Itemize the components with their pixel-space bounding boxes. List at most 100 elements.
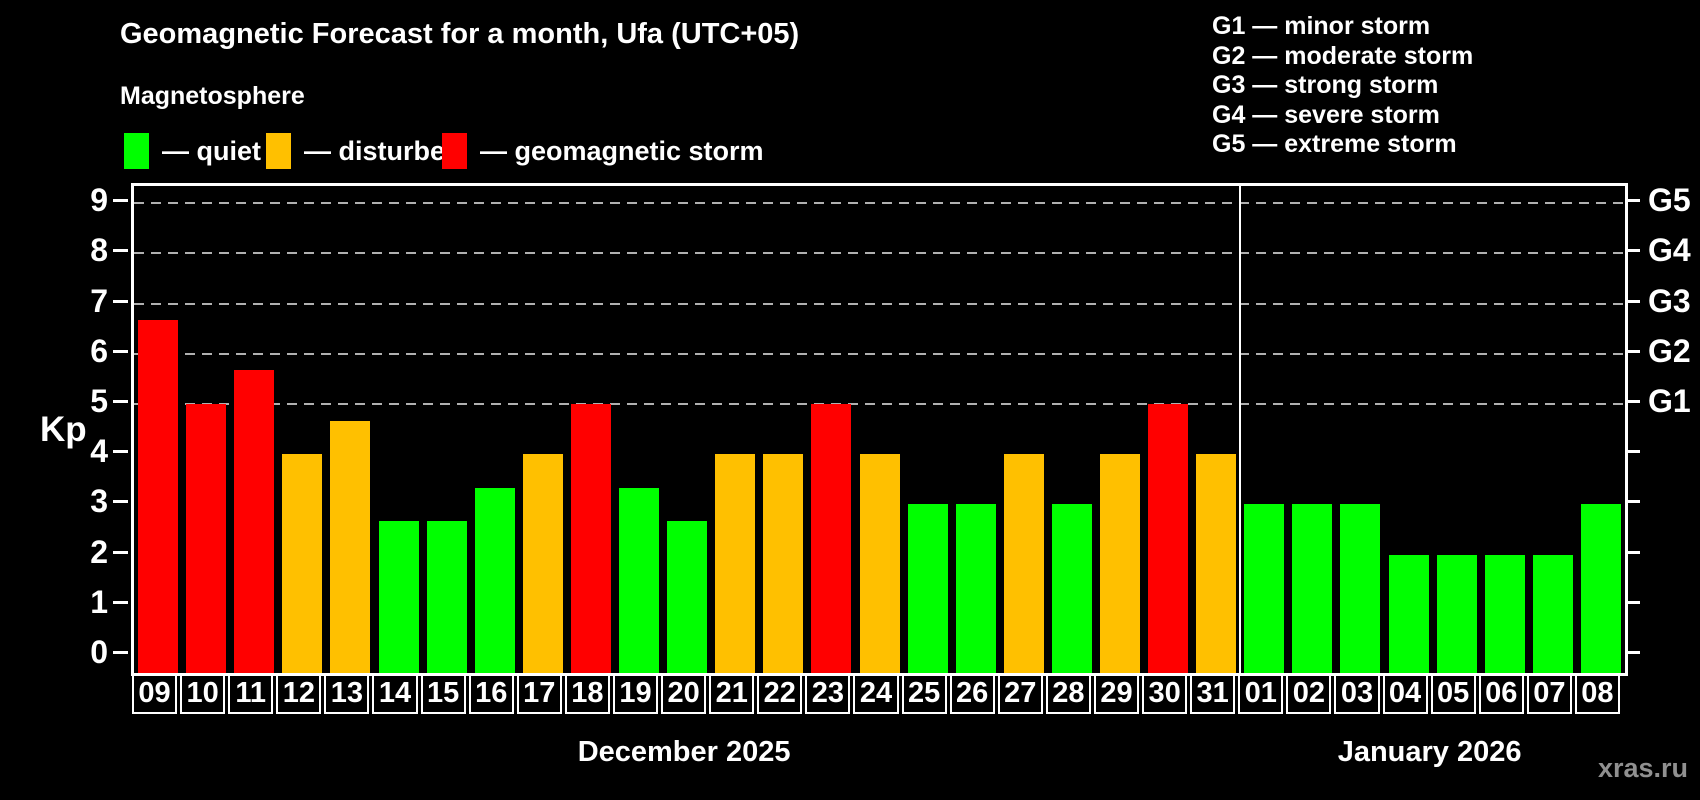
day-cell-26: 26 bbox=[949, 673, 995, 714]
y-tick-left-7 bbox=[113, 299, 128, 303]
day-cell-16: 16 bbox=[468, 673, 514, 714]
legend-item-disturbed: — disturbed bbox=[266, 132, 462, 170]
g-axis-label-g2: G2 bbox=[1648, 332, 1691, 369]
y-tick-right-5 bbox=[1625, 400, 1640, 403]
y-tick-label-2: 2 bbox=[90, 533, 108, 570]
bar-day-01 bbox=[1244, 504, 1285, 673]
bar-day-23 bbox=[811, 404, 852, 673]
y-tick-right-3 bbox=[1625, 500, 1640, 504]
bar-day-31 bbox=[1196, 454, 1237, 673]
day-cell-12: 12 bbox=[276, 673, 322, 714]
bar-day-22 bbox=[763, 454, 804, 673]
y-tick-label-6: 6 bbox=[90, 332, 108, 369]
day-cell-18: 18 bbox=[564, 673, 610, 714]
y-tick-right-8 bbox=[1625, 249, 1640, 253]
bar-day-07 bbox=[1532, 554, 1573, 673]
gridline-kp8 bbox=[134, 252, 1625, 255]
bar-day-20 bbox=[667, 520, 708, 673]
day-cell-25: 25 bbox=[901, 673, 947, 714]
day-cell-28: 28 bbox=[1045, 673, 1091, 714]
watermark: xras.ru bbox=[1597, 753, 1688, 783]
day-cell-30: 30 bbox=[1142, 673, 1188, 714]
g-legend-line-1: G1 — minor storm bbox=[1212, 12, 1431, 40]
bar-day-09 bbox=[138, 320, 179, 673]
y-tick-right-6 bbox=[1625, 349, 1640, 353]
day-cell-04: 04 bbox=[1382, 673, 1428, 714]
day-cell-20: 20 bbox=[661, 673, 707, 714]
bar-day-14 bbox=[378, 520, 419, 673]
g-axis-label-g5: G5 bbox=[1648, 182, 1691, 219]
gridline-kp9 bbox=[134, 202, 1625, 205]
day-cell-13: 13 bbox=[324, 673, 370, 714]
day-cell-19: 19 bbox=[612, 673, 659, 714]
bar-day-03 bbox=[1340, 504, 1381, 673]
bar-day-06 bbox=[1484, 554, 1525, 673]
gridline-kp6 bbox=[134, 352, 1625, 355]
day-cell-01: 01 bbox=[1238, 673, 1284, 714]
day-cell-17: 17 bbox=[516, 673, 562, 714]
y-tick-label-1: 1 bbox=[90, 583, 108, 620]
y-tick-label-9: 9 bbox=[90, 182, 108, 219]
day-cell-05: 05 bbox=[1430, 673, 1476, 714]
g-axis-label-g4: G4 bbox=[1648, 232, 1691, 269]
day-cell-07: 07 bbox=[1526, 673, 1572, 714]
day-cell-22: 22 bbox=[757, 673, 803, 714]
y-tick-label-0: 0 bbox=[90, 634, 108, 670]
bar-day-11 bbox=[234, 370, 275, 673]
y-tick-label-8: 8 bbox=[90, 232, 108, 269]
gridline-kp7 bbox=[134, 302, 1625, 305]
day-cell-31: 31 bbox=[1190, 673, 1236, 714]
day-cell-10: 10 bbox=[180, 673, 226, 714]
bar-day-21 bbox=[715, 454, 756, 673]
g-axis-label-g3: G3 bbox=[1648, 282, 1691, 319]
bar-day-28 bbox=[1051, 504, 1092, 673]
y-tick-left-8 bbox=[113, 249, 128, 253]
bar-day-18 bbox=[570, 404, 611, 673]
gridline-kp5 bbox=[134, 403, 1625, 405]
day-cell-23: 23 bbox=[805, 673, 851, 714]
y-tick-right-9 bbox=[1625, 199, 1640, 203]
y-tick-right-7 bbox=[1625, 299, 1640, 303]
day-cell-15: 15 bbox=[420, 673, 466, 714]
g-legend-line-5: G5 — extreme storm bbox=[1212, 130, 1457, 158]
y-tick-label-7: 7 bbox=[90, 282, 108, 319]
y-tick-left-2 bbox=[113, 550, 128, 554]
legend-label-quiet: — quiet bbox=[162, 135, 261, 166]
day-cell-27: 27 bbox=[997, 673, 1043, 714]
page-title: Geomagnetic Forecast for a month, Ufa (U… bbox=[120, 18, 800, 50]
bar-day-24 bbox=[859, 454, 900, 673]
y-tick-left-6 bbox=[113, 349, 128, 353]
legend-item-quiet: — quiet bbox=[124, 132, 261, 170]
storm-swatch bbox=[442, 133, 467, 169]
month-label-0: December 2025 bbox=[577, 736, 791, 768]
y-tick-label-4: 4 bbox=[90, 433, 108, 470]
kp-axis-label: Kp bbox=[40, 410, 87, 449]
bar-day-08 bbox=[1580, 504, 1621, 673]
y-tick-right-2 bbox=[1625, 550, 1640, 554]
quiet-swatch bbox=[124, 133, 149, 169]
legend-label-disturbed: — disturbed bbox=[304, 135, 462, 166]
legend-item-storm: — geomagnetic storm bbox=[442, 132, 764, 170]
bar-day-27 bbox=[1003, 454, 1044, 673]
legend-label-storm: — geomagnetic storm bbox=[480, 135, 764, 166]
bar-day-13 bbox=[330, 420, 371, 673]
y-tick-left-0 bbox=[113, 651, 128, 654]
bar-day-25 bbox=[907, 504, 948, 673]
plot-area bbox=[131, 183, 1628, 676]
bar-day-04 bbox=[1388, 554, 1429, 673]
y-tick-label-3: 3 bbox=[90, 483, 108, 520]
month-separator bbox=[1239, 186, 1242, 673]
g-axis-label-g1: G1 bbox=[1648, 383, 1691, 419]
bar-day-02 bbox=[1292, 504, 1333, 673]
bar-day-05 bbox=[1436, 554, 1477, 673]
g-scale-legend: G1 — minor storm G2 — moderate storm G3 — … bbox=[1212, 12, 1473, 160]
y-tick-right-4 bbox=[1625, 450, 1640, 454]
y-tick-right-1 bbox=[1625, 600, 1640, 604]
g-legend-line-2: G2 — moderate storm bbox=[1212, 41, 1474, 70]
magnetosphere-label: Magnetosphere bbox=[120, 82, 305, 110]
y-tick-left-5 bbox=[113, 400, 128, 403]
bar-day-16 bbox=[474, 487, 515, 673]
bar-day-30 bbox=[1148, 404, 1189, 673]
y-tick-left-9 bbox=[113, 199, 128, 203]
g-legend-line-4: G4 — severe storm bbox=[1212, 100, 1440, 129]
